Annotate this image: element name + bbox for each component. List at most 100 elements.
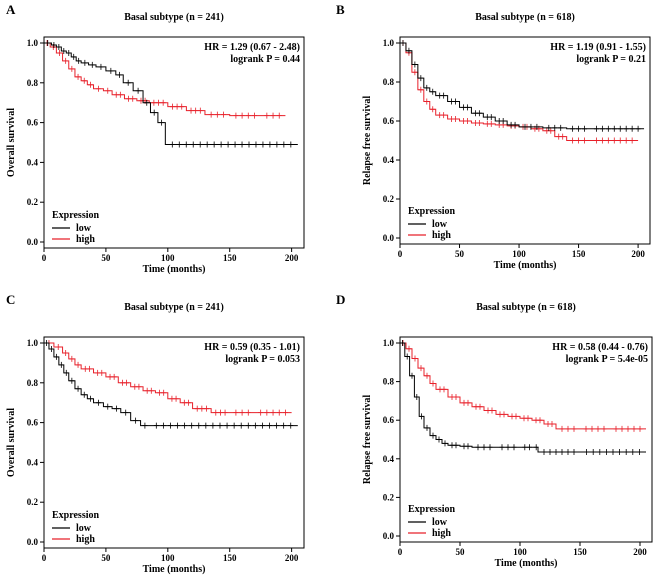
censor-mark-low bbox=[48, 345, 54, 352]
legend-label-high: high bbox=[432, 528, 451, 539]
censor-mark-low bbox=[522, 123, 528, 130]
censor-mark-low bbox=[105, 403, 111, 410]
censor-mark-low bbox=[430, 432, 436, 439]
legend-title: Expression bbox=[52, 510, 99, 521]
censor-mark-low bbox=[238, 422, 244, 429]
censor-mark-low bbox=[176, 141, 182, 148]
censor-mark-high bbox=[264, 409, 270, 416]
censor-mark-low bbox=[565, 449, 571, 456]
censor-mark-low bbox=[189, 422, 195, 429]
censor-mark-low bbox=[511, 444, 517, 451]
censor-mark-high bbox=[418, 365, 424, 372]
censor-mark-high bbox=[276, 409, 282, 416]
y-axis-label: Overall survival bbox=[6, 108, 17, 177]
censor-mark-low bbox=[412, 61, 418, 68]
censor-mark-low bbox=[144, 99, 150, 106]
censor-mark-low bbox=[453, 442, 459, 449]
stat-line: HR = 0.59 (0.35 - 1.01) bbox=[204, 342, 300, 353]
censor-mark-low bbox=[617, 125, 623, 132]
censor-mark-low bbox=[210, 422, 216, 429]
panel-letter: D bbox=[336, 292, 345, 307]
censor-mark-low bbox=[500, 118, 506, 124]
plot-frame bbox=[43, 336, 305, 549]
censor-mark-high bbox=[217, 409, 223, 416]
censor-mark-low bbox=[522, 444, 528, 451]
censor-mark-low bbox=[267, 422, 273, 429]
y-tick-label: 0.8 bbox=[383, 377, 395, 387]
censor-mark-low bbox=[424, 84, 430, 91]
censor-mark-low bbox=[125, 79, 131, 86]
censor-mark-low bbox=[142, 422, 148, 429]
x-tick-label: 50 bbox=[101, 253, 111, 263]
censor-mark-low bbox=[231, 422, 237, 429]
censor-mark-high bbox=[63, 57, 69, 64]
km-panel-c: C Basal subtype (n = 241) 0.0 0.2 0.4 0.6 0.8 1… bbox=[6, 292, 305, 575]
censor-mark-low bbox=[476, 110, 482, 117]
censor-mark-low bbox=[288, 141, 294, 148]
censor-mark-high bbox=[619, 425, 625, 432]
x-tick-label: 150 bbox=[223, 253, 237, 263]
x-tick-label: 150 bbox=[573, 547, 587, 557]
censor-mark-low bbox=[570, 125, 576, 132]
censor-mark-low bbox=[56, 43, 62, 50]
stat-line: HR = 1.19 (0.91 - 1.55) bbox=[550, 42, 646, 53]
censor-mark-low bbox=[151, 109, 157, 116]
censor-mark-low bbox=[475, 444, 481, 451]
legend-label-low: low bbox=[432, 517, 448, 528]
x-tick-label: 50 bbox=[455, 249, 465, 259]
censor-mark-high bbox=[565, 425, 571, 432]
censor-mark-high bbox=[161, 389, 167, 396]
censor-mark-low bbox=[63, 369, 69, 376]
censor-mark-low bbox=[630, 449, 636, 456]
y-tick-label: 1.0 bbox=[27, 338, 39, 348]
y-axis-label: Relapse free survival bbox=[362, 96, 373, 185]
censor-mark-low bbox=[453, 98, 459, 105]
x-tick-label: 0 bbox=[42, 253, 47, 263]
y-tick-label: 0.4 bbox=[383, 155, 395, 165]
censor-mark-low bbox=[546, 124, 552, 131]
x-axis-label: Time (months) bbox=[494, 260, 557, 271]
censor-mark-low bbox=[541, 449, 547, 456]
censor-mark-low bbox=[274, 422, 280, 429]
censor-mark-high bbox=[75, 361, 81, 368]
censor-mark-high bbox=[56, 49, 62, 56]
censor-mark-low bbox=[133, 417, 139, 424]
censor-mark-low bbox=[274, 141, 280, 148]
legend-label-low: low bbox=[432, 219, 448, 230]
censor-mark-low bbox=[246, 141, 252, 148]
censor-mark-low bbox=[558, 124, 564, 131]
stat-line: HR = 0.58 (0.44 - 0.76) bbox=[552, 342, 648, 353]
x-tick-label: 50 bbox=[101, 553, 111, 563]
censor-mark-high bbox=[124, 379, 130, 386]
censor-mark-high bbox=[199, 405, 205, 412]
censor-mark-high bbox=[245, 409, 251, 416]
y-tick-label: 0.4 bbox=[27, 157, 39, 167]
censor-mark-low bbox=[87, 395, 93, 402]
censor-mark-high bbox=[99, 369, 105, 376]
chart-title: Basal subtype (n = 241) bbox=[124, 12, 224, 23]
stat-line: logrank P = 5.4e-05 bbox=[566, 354, 648, 365]
panel-letter: C bbox=[6, 292, 15, 307]
censor-mark-low bbox=[167, 422, 173, 429]
censor-mark-high bbox=[629, 137, 635, 144]
censor-mark-high bbox=[105, 87, 111, 94]
censor-mark-low bbox=[629, 125, 635, 132]
censor-mark-high bbox=[239, 409, 245, 416]
censor-mark-high bbox=[477, 403, 483, 410]
censor-mark-high bbox=[625, 425, 631, 432]
censor-mark-low bbox=[71, 53, 77, 60]
censor-mark-low bbox=[182, 422, 188, 429]
censor-mark-high bbox=[599, 137, 605, 144]
x-tick-label: 0 bbox=[398, 249, 403, 259]
censor-mark-high bbox=[55, 343, 61, 350]
censor-mark-high bbox=[233, 409, 239, 416]
censor-mark-high bbox=[595, 425, 601, 432]
censor-mark-low bbox=[481, 444, 487, 451]
censor-mark-low bbox=[117, 71, 123, 78]
censor-mark-high bbox=[213, 409, 219, 416]
censor-mark-high bbox=[185, 399, 191, 406]
censor-mark-low bbox=[197, 141, 203, 148]
censor-mark-low bbox=[196, 422, 202, 429]
censor-mark-low bbox=[281, 141, 287, 148]
